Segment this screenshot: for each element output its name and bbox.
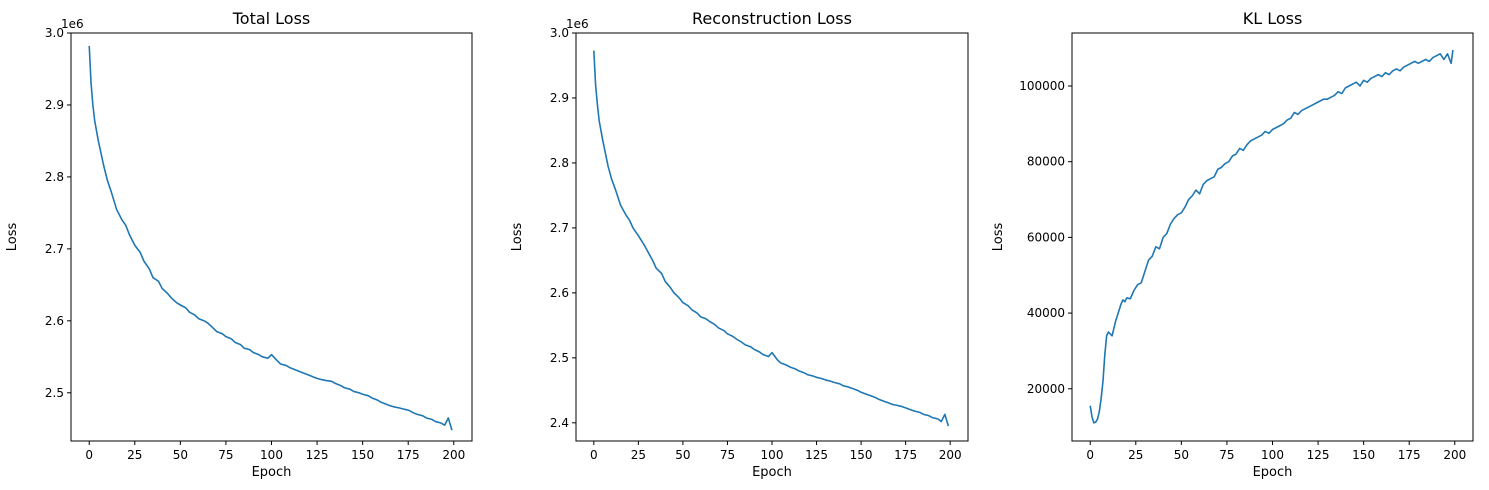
x-tick-label: 125	[805, 448, 828, 462]
x-tick-label: 0	[590, 448, 598, 462]
x-tick-label: 175	[1398, 448, 1421, 462]
x-tick-label: 200	[939, 448, 962, 462]
x-tick-label: 75	[218, 448, 233, 462]
x-tick-label: 100	[1261, 448, 1284, 462]
x-axis-label: Epoch	[752, 465, 792, 480]
y-tick-label: 2.7	[45, 242, 64, 256]
series-line-1-1	[88, 45, 453, 431]
x-tick-label: 150	[1352, 448, 1375, 462]
y-tick-label: 2.8	[550, 156, 569, 170]
x-tick-label: 75	[1219, 448, 1234, 462]
x-tick-label: 150	[351, 448, 374, 462]
chart-panel-2: 0 25 50 75 100 125 150 175 200 2.4 2.5 2.6 2.7 2.8 2.9…	[510, 9, 969, 480]
y-axis-label: Loss	[510, 223, 525, 252]
y-tick-label: 2.7	[550, 221, 569, 235]
x-axis-label: Epoch	[252, 465, 292, 480]
series-line-3-1	[1089, 49, 1454, 424]
y-tick-label: 2.9	[45, 98, 64, 112]
x-tick-label: 50	[675, 448, 690, 462]
y-tick-label: 2.6	[45, 314, 64, 328]
x-tick-label: 125	[306, 448, 329, 462]
x-tick-label: 200	[442, 448, 465, 462]
chart-panel-1: 0 25 50 75 100 125 150 175 200 2.5 2.6 2.7 2.8 2.9 3.0…	[5, 9, 473, 480]
y-tick-label: 2.8	[45, 170, 64, 184]
x-tick-label: 100	[260, 448, 283, 462]
series-line-2-1	[593, 50, 950, 427]
y-tick-label: 20000	[1027, 382, 1065, 396]
y-tick-label: 3.0	[550, 26, 569, 40]
x-tick-label: 50	[173, 448, 188, 462]
chart-title: KL Loss	[1243, 9, 1303, 28]
y-tick-label: 100000	[1019, 79, 1065, 93]
x-tick-label: 50	[1174, 448, 1189, 462]
x-tick-label: 175	[397, 448, 420, 462]
x-tick-label: 0	[1086, 448, 1094, 462]
chart-title: Reconstruction Loss	[692, 9, 852, 28]
y-offset-label: 1e6	[61, 17, 84, 31]
y-axis-label: Loss	[5, 223, 20, 252]
plot-frame	[1071, 32, 1474, 442]
x-tick-label: 125	[1307, 448, 1330, 462]
y-tick-label: 2.4	[550, 416, 569, 430]
y-tick-label: 60000	[1027, 230, 1065, 244]
x-tick-label: 75	[720, 448, 735, 462]
y-tick-label: 2.9	[550, 91, 569, 105]
y-tick-label: 2.6	[550, 286, 569, 300]
x-tick-label: 25	[1128, 448, 1143, 462]
x-tick-label: 175	[894, 448, 917, 462]
chart-panel-3: 0 25 50 75 100 125 150 175 200 20000 40000 60000 800…	[991, 9, 1474, 480]
chart-title: Total Loss	[232, 9, 311, 28]
x-tick-label: 0	[85, 448, 93, 462]
y-tick-label: 80000	[1027, 155, 1065, 169]
y-tick-label: 3.0	[45, 26, 64, 40]
y-offset-label: 1e6	[566, 17, 589, 31]
y-axis-label: Loss	[991, 223, 1006, 252]
x-tick-label: 150	[850, 448, 873, 462]
y-tick-label: 2.5	[45, 386, 64, 400]
x-tick-label: 25	[127, 448, 142, 462]
y-tick-label: 40000	[1027, 306, 1065, 320]
x-tick-label: 25	[631, 448, 646, 462]
x-axis-label: Epoch	[1253, 465, 1293, 480]
plot-frame	[575, 32, 969, 442]
x-tick-label: 200	[1443, 448, 1466, 462]
x-tick-label: 100	[761, 448, 784, 462]
y-tick-label: 2.5	[550, 351, 569, 365]
